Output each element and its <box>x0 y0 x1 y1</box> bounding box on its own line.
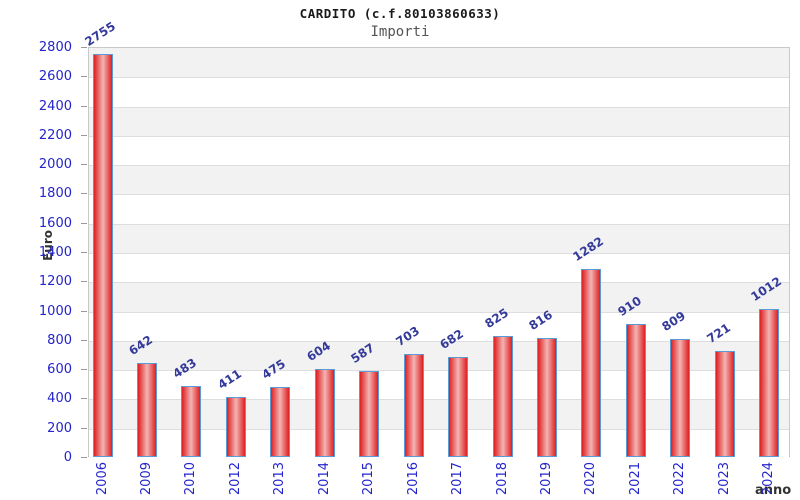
bar-2012 <box>225 396 246 457</box>
x-axis-label: anno <box>755 483 792 498</box>
x-tick-label: 2024 <box>761 462 777 496</box>
x-tick-label: 2017 <box>450 462 466 496</box>
x-tick-label: 2023 <box>716 462 732 496</box>
y-tick-mark <box>81 369 87 370</box>
y-tick-mark <box>81 223 87 224</box>
grid-band <box>89 253 789 283</box>
y-tick-label: 2200 <box>38 128 72 143</box>
y-tick-mark <box>81 76 87 77</box>
x-tick-label: 2009 <box>138 462 154 496</box>
y-tick-mark <box>81 457 87 458</box>
x-tick-label: 2013 <box>272 462 288 496</box>
y-tick-mark <box>81 135 87 136</box>
x-tick-label: 2022 <box>672 462 688 496</box>
x-tick-label: 2020 <box>583 462 599 496</box>
grid-band <box>89 311 789 341</box>
grid-line <box>89 165 789 166</box>
bar-2017 <box>448 357 469 457</box>
bar-2009 <box>136 362 157 457</box>
bar-2006 <box>92 53 113 457</box>
y-tick-label: 1200 <box>38 274 72 289</box>
y-tick-label: 800 <box>47 333 72 348</box>
y-tick-label: 200 <box>47 421 72 436</box>
grid-line <box>89 282 789 283</box>
bar-2023 <box>714 351 735 457</box>
y-tick-label: 2800 <box>38 40 72 55</box>
y-tick-mark <box>81 428 87 429</box>
y-tick-label: 2600 <box>38 69 72 84</box>
y-tick-label: 2000 <box>38 157 72 172</box>
y-tick-label: 1800 <box>38 186 72 201</box>
grid-line <box>89 77 789 78</box>
bar-2015 <box>359 371 380 457</box>
bar-2013 <box>270 387 291 457</box>
grid-line <box>89 224 789 225</box>
bar-2014 <box>314 368 335 457</box>
y-tick-mark <box>81 281 87 282</box>
y-tick-mark <box>81 164 87 165</box>
y-tick-mark <box>81 340 87 341</box>
x-tick-label: 2018 <box>494 462 510 496</box>
x-tick-label: 2019 <box>539 462 554 496</box>
grid-band <box>89 282 789 312</box>
grid-line <box>89 136 789 137</box>
bar-2024 <box>759 308 780 457</box>
y-tick-mark <box>81 193 87 194</box>
x-tick-label: 2021 <box>627 462 643 496</box>
y-tick-mark <box>81 106 87 107</box>
y-tick-mark <box>81 311 87 312</box>
x-tick-label: 2015 <box>361 462 377 496</box>
grid-band <box>89 135 789 166</box>
grid-band <box>89 48 789 78</box>
grid-line <box>89 253 789 254</box>
bar-2019 <box>537 337 557 457</box>
grid-line <box>89 107 789 108</box>
y-tick-label: 1600 <box>38 216 72 231</box>
bar-2016 <box>403 354 424 457</box>
y-tick-mark <box>81 252 87 253</box>
bar-2010 <box>181 386 202 457</box>
x-tick-label: 2014 <box>316 462 332 496</box>
bar-2018 <box>492 336 513 457</box>
grid-line <box>89 429 789 430</box>
grid-line <box>89 194 789 195</box>
bar-2020 <box>581 269 602 457</box>
chart-subtitle: Importi <box>370 24 430 40</box>
grid-band <box>89 106 789 136</box>
x-tick-label: 2016 <box>405 462 421 496</box>
bar-2021 <box>625 323 646 457</box>
y-tick-label: 0 <box>63 450 72 465</box>
grid-band <box>89 223 789 253</box>
grid-line <box>89 399 789 400</box>
x-tick-label: 2012 <box>227 462 243 496</box>
x-tick-label: 2010 <box>183 462 199 496</box>
y-tick-label: 1400 <box>38 245 72 260</box>
y-tick-mark <box>81 398 87 399</box>
x-tick-label: 2006 <box>94 462 110 496</box>
grid-line <box>89 370 789 371</box>
y-tick-label: 2400 <box>38 99 72 114</box>
grid-line <box>89 341 789 342</box>
grid-band <box>89 165 789 195</box>
y-tick-label: 600 <box>47 362 72 377</box>
y-tick-label: 1000 <box>38 304 72 319</box>
grid-band <box>89 77 789 107</box>
grid-band <box>89 194 789 224</box>
bar-2022 <box>670 338 691 457</box>
grid-line <box>89 312 789 313</box>
plot-area <box>88 47 790 458</box>
y-tick-mark <box>81 47 87 48</box>
chart-title: CARDITO (c.f.80103860633) <box>299 6 501 21</box>
y-tick-label: 400 <box>47 391 72 406</box>
